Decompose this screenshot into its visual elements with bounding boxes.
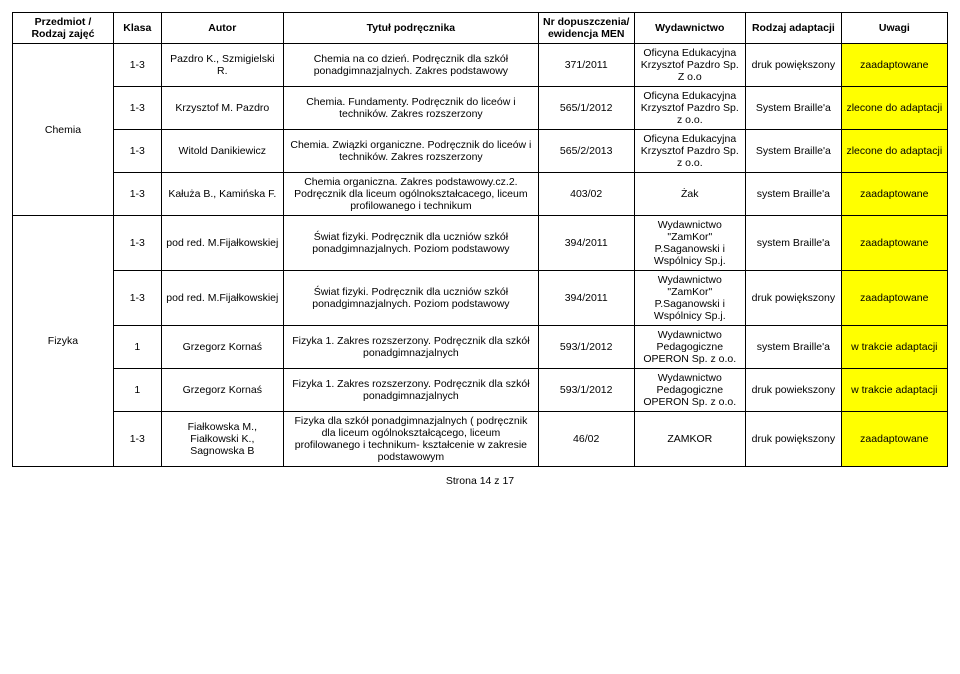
cell-rodzaj: system Braille'a	[746, 216, 842, 271]
table-row: Fizyka 1-3 pod red. M.Fijałkowskiej Świa…	[13, 216, 948, 271]
cell-nr: 593/1/2012	[538, 369, 634, 412]
cell-tytul: Fizyka dla szkół ponadgimnazjalnych ( po…	[283, 412, 538, 467]
cell-uwagi: zaadaptowane	[841, 271, 947, 326]
cell-klasa: 1-3	[113, 271, 161, 326]
cell-klasa: 1-3	[113, 130, 161, 173]
header-wyd: Wydawnictwo	[634, 13, 746, 44]
subject-cell: Chemia	[13, 44, 114, 216]
table-row: 1-3 Kałuża B., Kamińska F. Chemia organi…	[13, 173, 948, 216]
cell-klasa: 1	[113, 326, 161, 369]
header-tytul: Tytuł podręcznika	[283, 13, 538, 44]
cell-autor: Grzegorz Kornaś	[161, 369, 283, 412]
cell-autor: Grzegorz Kornaś	[161, 326, 283, 369]
cell-wyd: Żak	[634, 173, 746, 216]
subject-cell: Fizyka	[13, 216, 114, 467]
cell-tytul: Chemia. Fundamenty. Podręcznik do liceów…	[283, 87, 538, 130]
page-footer: Strona 14 z 17	[12, 475, 948, 487]
cell-wyd: Wydawnictwo "ZamKor" P.Saganowski i Wspó…	[634, 216, 746, 271]
header-rodzaj: Rodzaj adaptacji	[746, 13, 842, 44]
cell-uwagi: zaadaptowane	[841, 412, 947, 467]
cell-autor: pod red. M.Fijałkowskiej	[161, 216, 283, 271]
header-subject: Przedmiot / Rodzaj zajęć	[13, 13, 114, 44]
cell-wyd: Wydawnictwo "ZamKor" P.Saganowski i Wspó…	[634, 271, 746, 326]
cell-autor: Fiałkowska M., Fiałkowski K., Sagnowska …	[161, 412, 283, 467]
cell-wyd: Oficyna Edukacyjna Krzysztof Pazdro Sp. …	[634, 44, 746, 87]
cell-klasa: 1-3	[113, 412, 161, 467]
cell-wyd: Oficyna Edukacyjna Krzysztof Pazdro Sp. …	[634, 87, 746, 130]
table-row: 1 Grzegorz Kornaś Fizyka 1. Zakres rozsz…	[13, 326, 948, 369]
cell-klasa: 1-3	[113, 44, 161, 87]
cell-wyd: ZAMKOR	[634, 412, 746, 467]
cell-nr: 371/2011	[538, 44, 634, 87]
cell-nr: 394/2011	[538, 216, 634, 271]
cell-tytul: Fizyka 1. Zakres rozszerzony. Podręcznik…	[283, 326, 538, 369]
table-row: 1 Grzegorz Kornaś Fizyka 1. Zakres rozsz…	[13, 369, 948, 412]
cell-rodzaj: druk powiększony	[746, 271, 842, 326]
header-klasa: Klasa	[113, 13, 161, 44]
table-row: 1-3 pod red. M.Fijałkowskiej Świat fizyk…	[13, 271, 948, 326]
cell-uwagi: zlecone do adaptacji	[841, 130, 947, 173]
cell-nr: 565/2/2013	[538, 130, 634, 173]
cell-autor: Pazdro K., Szmigielski R.	[161, 44, 283, 87]
table-row: Chemia 1-3 Pazdro K., Szmigielski R. Che…	[13, 44, 948, 87]
cell-uwagi: zaadaptowane	[841, 44, 947, 87]
cell-rodzaj: druk powiększony	[746, 412, 842, 467]
cell-klasa: 1-3	[113, 87, 161, 130]
cell-nr: 403/02	[538, 173, 634, 216]
cell-wyd: Oficyna Edukacyjna Krzysztof Pazdro Sp. …	[634, 130, 746, 173]
cell-uwagi: zlecone do adaptacji	[841, 87, 947, 130]
table-row: 1-3 Fiałkowska M., Fiałkowski K., Sagnow…	[13, 412, 948, 467]
cell-rodzaj: druk powiekszony	[746, 369, 842, 412]
textbook-table: Przedmiot / Rodzaj zajęć Klasa Autor Tyt…	[12, 12, 948, 467]
cell-autor: Krzysztof M. Pazdro	[161, 87, 283, 130]
cell-nr: 46/02	[538, 412, 634, 467]
cell-klasa: 1	[113, 369, 161, 412]
cell-autor: Kałuża B., Kamińska F.	[161, 173, 283, 216]
table-row: 1-3 Witold Danikiewicz Chemia. Związki o…	[13, 130, 948, 173]
cell-rodzaj: system Braille'a	[746, 326, 842, 369]
cell-rodzaj: System Braille'a	[746, 87, 842, 130]
cell-uwagi: zaadaptowane	[841, 173, 947, 216]
cell-autor: Witold Danikiewicz	[161, 130, 283, 173]
cell-uwagi: w trakcie adaptacji	[841, 326, 947, 369]
cell-wyd: Wydawnictwo Pedagogiczne OPERON Sp. z o.…	[634, 369, 746, 412]
cell-uwagi: zaadaptowane	[841, 216, 947, 271]
cell-nr: 593/1/2012	[538, 326, 634, 369]
cell-tytul: Fizyka 1. Zakres rozszerzony. Podręcznik…	[283, 369, 538, 412]
cell-nr: 565/1/2012	[538, 87, 634, 130]
cell-nr: 394/2011	[538, 271, 634, 326]
cell-tytul: Chemia organiczna. Zakres podstawowy.cz.…	[283, 173, 538, 216]
table-row: 1-3 Krzysztof M. Pazdro Chemia. Fundamen…	[13, 87, 948, 130]
header-uwagi: Uwagi	[841, 13, 947, 44]
cell-tytul: Chemia. Związki organiczne. Podręcznik d…	[283, 130, 538, 173]
cell-autor: pod red. M.Fijałkowskiej	[161, 271, 283, 326]
cell-tytul: Świat fizyki. Podręcznik dla uczniów szk…	[283, 216, 538, 271]
header-row: Przedmiot / Rodzaj zajęć Klasa Autor Tyt…	[13, 13, 948, 44]
cell-uwagi: w trakcie adaptacji	[841, 369, 947, 412]
header-nr: Nr dopuszczenia/ ewidencja MEN	[538, 13, 634, 44]
cell-rodzaj: System Braille'a	[746, 130, 842, 173]
cell-tytul: Chemia na co dzień. Podręcznik dla szkół…	[283, 44, 538, 87]
cell-rodzaj: druk powiększony	[746, 44, 842, 87]
cell-wyd: Wydawnictwo Pedagogiczne OPERON Sp. z o.…	[634, 326, 746, 369]
cell-klasa: 1-3	[113, 173, 161, 216]
cell-rodzaj: system Braille'a	[746, 173, 842, 216]
cell-tytul: Świat fizyki. Podręcznik dla uczniów szk…	[283, 271, 538, 326]
cell-klasa: 1-3	[113, 216, 161, 271]
header-autor: Autor	[161, 13, 283, 44]
